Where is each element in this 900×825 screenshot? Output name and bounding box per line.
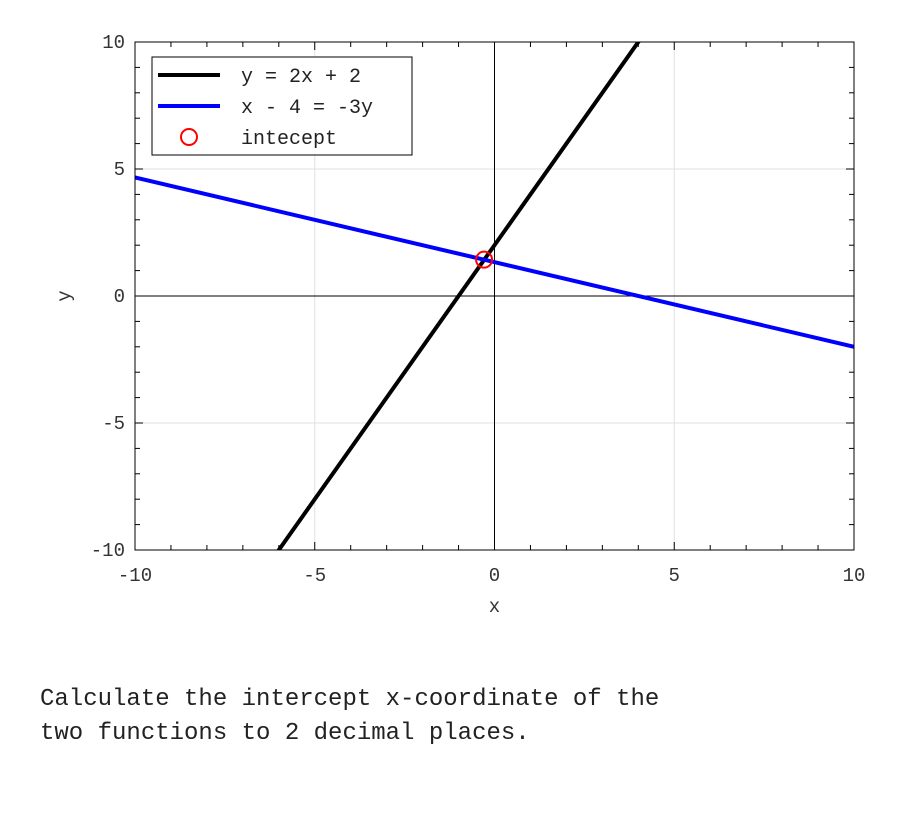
y-tick-label: -5 bbox=[102, 413, 125, 435]
y-tick-label: 5 bbox=[114, 159, 125, 181]
x-tick-label: -10 bbox=[118, 565, 152, 587]
series-line-1 bbox=[276, 42, 641, 550]
x-tick-label: -5 bbox=[303, 565, 326, 587]
legend-label: x - 4 = -3y bbox=[241, 97, 373, 120]
legend-label: intecept bbox=[241, 128, 337, 151]
intercept-point bbox=[475, 250, 494, 269]
x-tick-label: 10 bbox=[843, 565, 866, 587]
question-text: Calculate the intercept x-coordinate of … bbox=[40, 686, 660, 747]
legend: y = 2x + 2 x - 4 = -3y intecept bbox=[151, 56, 413, 156]
y-tick-label: 10 bbox=[102, 32, 125, 54]
y-axis-label: y bbox=[54, 290, 76, 301]
chart: -10 -5 0 5 10 -10 -5 0 5 10 x y y = 2x + 2 x - 4 = -3… bbox=[54, 32, 866, 618]
plot-frame bbox=[134, 41, 855, 551]
series-line-2 bbox=[135, 175, 854, 349]
x-axis-label: x bbox=[489, 596, 500, 618]
legend-marker bbox=[180, 128, 198, 146]
y-tick-label: 0 bbox=[114, 286, 125, 308]
y-tick-label: -10 bbox=[91, 540, 125, 562]
x-tick-label: 0 bbox=[489, 565, 500, 587]
legend-label: y = 2x + 2 bbox=[241, 66, 361, 89]
x-tick-label: 5 bbox=[669, 565, 680, 587]
